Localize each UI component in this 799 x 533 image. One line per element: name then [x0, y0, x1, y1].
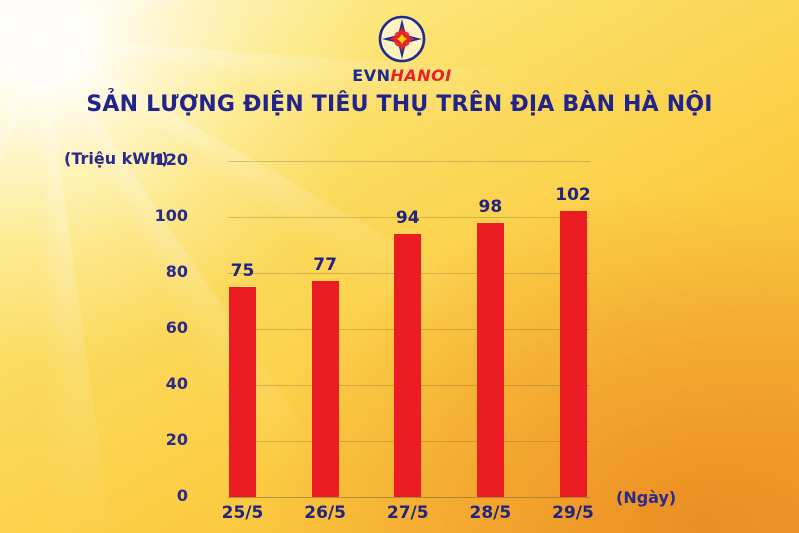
gridline: [228, 160, 590, 162]
x-category-label: 27/5: [386, 503, 429, 523]
y-tick-label: 20: [165, 430, 188, 449]
y-tick-label: 120: [154, 150, 188, 169]
y-tick-label: 60: [165, 318, 188, 337]
logo-text-evn: EVN: [352, 66, 391, 85]
bar: [476, 222, 504, 497]
bar: [229, 287, 256, 497]
bar-value-label: 75: [230, 261, 255, 281]
bar-value-label: 98: [478, 196, 503, 217]
x-axis-baseline: [228, 496, 590, 498]
gridline: [228, 216, 590, 218]
x-axis-unit-label: (Ngày): [616, 488, 677, 507]
y-tick-label: 0: [176, 486, 188, 505]
y-tick-label: 80: [165, 262, 188, 281]
bar-value-label: 77: [313, 255, 337, 276]
y-tick-label: 100: [154, 206, 188, 225]
y-tick-label: 40: [165, 374, 188, 393]
x-category-label: 25/5: [221, 503, 264, 523]
x-category-label: 26/5: [304, 503, 346, 523]
chart-title: SẢN LƯỢNG ĐIỆN TIÊU THỤ TRÊN ĐỊA BÀN HÀ …: [86, 92, 713, 117]
bar-value-label: 102: [555, 185, 591, 206]
evn-star-icon: [378, 15, 426, 63]
bar-value-label: 94: [395, 207, 420, 228]
evn-hanoi-logo: EVNHANOI: [342, 13, 462, 85]
x-category-label: 29/5: [552, 503, 594, 523]
logo-text-hanoi: HANOI: [390, 66, 452, 85]
logo-wordmark: EVNHANOI: [342, 66, 462, 85]
bar: [394, 233, 422, 497]
bar: [311, 281, 339, 497]
bar: [559, 211, 587, 497]
x-category-label: 28/5: [469, 503, 512, 523]
y-axis-unit-label: (Triệu kWh): [64, 149, 169, 168]
